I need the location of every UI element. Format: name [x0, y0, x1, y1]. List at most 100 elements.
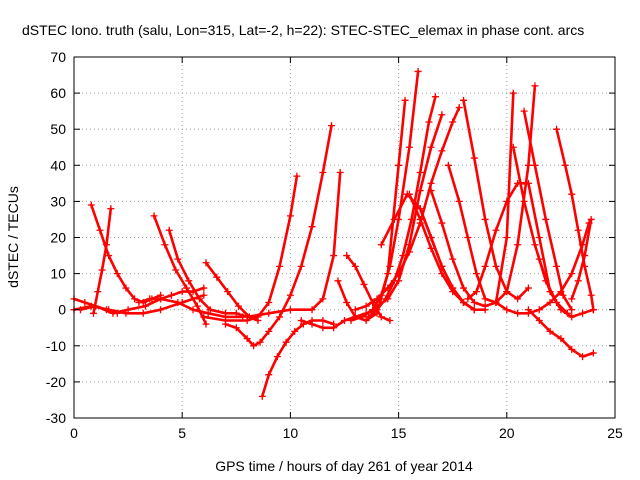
y-axis-label: dSTEC / TECUs	[5, 186, 21, 288]
data-point	[579, 353, 587, 361]
data-point	[384, 284, 392, 292]
data-point	[509, 89, 517, 97]
series-line	[511, 146, 569, 315]
data-point	[122, 284, 130, 292]
data-point	[196, 295, 204, 303]
data-point	[341, 317, 348, 325]
data-point	[319, 169, 327, 177]
series-arc-15	[343, 252, 394, 325]
data-point	[328, 122, 336, 130]
data-point	[531, 82, 539, 90]
data-point	[362, 302, 370, 310]
data-point	[531, 161, 539, 169]
data-point	[109, 309, 117, 317]
data-point	[427, 234, 435, 241]
data-point	[542, 215, 550, 223]
data-point	[362, 317, 370, 325]
y-tick-label: 0	[58, 302, 66, 318]
data-point	[232, 324, 240, 332]
data-point	[291, 327, 299, 335]
data-point	[405, 143, 413, 151]
y-tick-label: 10	[50, 266, 66, 282]
x-tick-label: 5	[178, 425, 186, 441]
y-tick-label: 30	[50, 193, 66, 209]
data-point	[546, 327, 554, 335]
data-point	[200, 313, 208, 321]
data-point	[449, 284, 457, 292]
data-point	[589, 306, 597, 314]
data-point	[470, 306, 478, 314]
data-point	[258, 392, 266, 400]
data-point	[535, 317, 543, 325]
data-point	[427, 187, 435, 195]
data-point	[473, 270, 481, 278]
data-point	[87, 201, 95, 209]
data-point	[574, 277, 582, 285]
data-point	[503, 234, 511, 241]
data-point	[524, 306, 532, 314]
data-point	[386, 262, 394, 270]
series-line	[202, 174, 299, 322]
x-tick-label: 10	[283, 425, 299, 441]
series-arc-06	[150, 212, 210, 328]
y-tick-label: -30	[46, 410, 66, 426]
data-point	[427, 244, 435, 252]
data-point	[492, 226, 500, 234]
data-point	[286, 306, 294, 314]
data-point	[553, 262, 561, 270]
data-point	[373, 302, 381, 310]
data-point	[568, 345, 576, 353]
data-point	[386, 317, 394, 325]
data-point	[416, 215, 424, 223]
data-point	[98, 266, 106, 274]
data-point	[221, 320, 229, 328]
x-tick-label: 0	[70, 425, 78, 441]
data-point	[282, 338, 290, 346]
series-arc-28	[492, 219, 593, 317]
data-point	[265, 309, 273, 317]
data-point	[546, 288, 554, 296]
data-point	[347, 317, 355, 325]
data-point	[89, 309, 97, 317]
data-point	[587, 215, 595, 223]
data-point	[414, 67, 422, 75]
data-point	[460, 298, 468, 306]
data-point	[113, 270, 121, 278]
data-point	[401, 96, 409, 104]
data-point	[481, 262, 489, 270]
data-point	[589, 349, 597, 357]
series-group	[70, 67, 597, 400]
data-point	[520, 197, 528, 205]
data-point	[213, 273, 221, 281]
series-line	[152, 214, 208, 326]
series-arc-07	[165, 226, 251, 321]
data-point	[509, 143, 517, 151]
data-point	[373, 295, 381, 303]
series-line	[570, 218, 593, 301]
data-point	[427, 179, 435, 187]
data-point	[256, 338, 264, 346]
data-point	[161, 241, 169, 249]
data-point	[473, 288, 481, 296]
data-point	[395, 161, 403, 169]
data-point	[377, 241, 385, 249]
data-point	[568, 306, 576, 314]
data-point	[273, 353, 281, 361]
data-point	[405, 241, 413, 249]
data-point	[460, 284, 468, 292]
series-arc-10	[200, 172, 301, 325]
series-line	[494, 221, 591, 315]
data-point	[395, 277, 403, 285]
data-point	[492, 298, 500, 306]
data-point	[557, 335, 565, 343]
data-point	[185, 277, 193, 285]
y-tick-label: -10	[46, 338, 66, 354]
series-line	[224, 124, 333, 348]
data-point	[557, 306, 565, 314]
data-point	[343, 298, 351, 306]
data-point	[384, 295, 392, 303]
data-point	[568, 313, 576, 321]
data-point	[221, 309, 229, 317]
data-point	[568, 190, 576, 198]
